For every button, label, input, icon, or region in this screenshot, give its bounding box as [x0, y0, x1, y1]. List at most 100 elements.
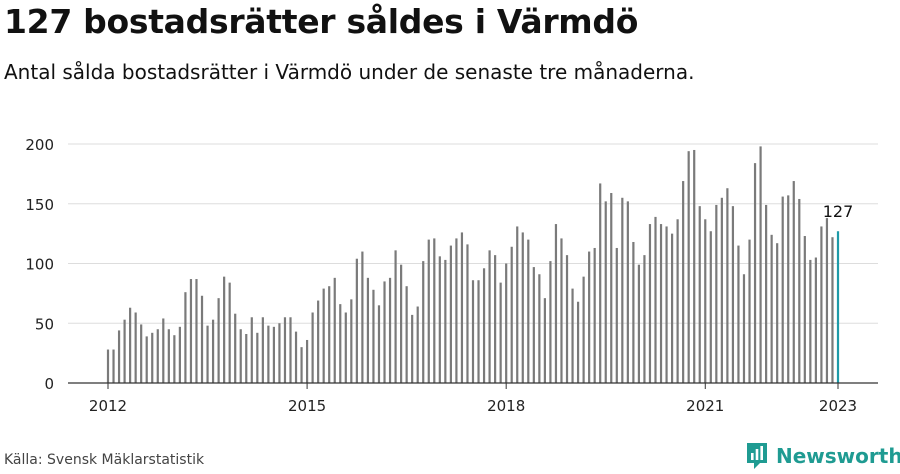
bar	[543, 298, 546, 383]
bar	[261, 317, 264, 383]
x-tick-label: 2023	[819, 397, 857, 415]
bar	[582, 276, 585, 383]
bar	[538, 274, 541, 383]
bar	[339, 304, 342, 383]
bar	[654, 216, 657, 383]
bar	[388, 277, 392, 383]
y-tick-label: 100	[25, 256, 54, 274]
bar	[599, 183, 602, 383]
bar	[427, 239, 430, 383]
bar	[422, 261, 425, 383]
bar	[532, 267, 535, 383]
bar	[676, 219, 679, 383]
x-tick-label: 2021	[686, 397, 724, 415]
bar	[294, 331, 298, 383]
bar	[488, 250, 491, 383]
bar	[731, 206, 735, 383]
bar	[571, 288, 574, 383]
bar	[687, 151, 690, 383]
bar	[145, 336, 148, 383]
bar	[820, 226, 823, 383]
bar	[748, 239, 751, 383]
bar	[499, 282, 502, 383]
bar	[173, 335, 176, 383]
bar	[162, 318, 165, 383]
bar	[637, 264, 641, 383]
x-tick-label: 2015	[288, 397, 326, 415]
bar	[416, 306, 419, 383]
newsworthy-logo: Newsworthy	[746, 441, 900, 471]
bar	[516, 226, 519, 383]
bar	[400, 264, 403, 383]
bar	[206, 325, 209, 383]
bar	[510, 246, 513, 383]
bar	[460, 232, 464, 383]
bar	[792, 181, 795, 383]
bar	[659, 224, 663, 383]
chart-subtitle: Antal sålda bostadsrätter i Värmdö under…	[4, 60, 695, 84]
bar	[411, 314, 414, 383]
bar	[803, 236, 806, 383]
bar	[355, 258, 358, 383]
x-tick-label: 2018	[487, 397, 525, 415]
bar	[129, 307, 132, 383]
bar	[117, 330, 121, 383]
bar	[621, 197, 624, 383]
bar	[405, 286, 408, 383]
bar	[444, 259, 447, 383]
bar-chart: 0 50 100 150 200 2012 2015 2018 2021 2023 127	[25, 136, 878, 415]
bar	[776, 243, 779, 383]
bar	[693, 149, 696, 383]
bar	[245, 334, 248, 383]
bar	[394, 250, 397, 383]
bar	[648, 224, 652, 383]
bar	[433, 238, 436, 383]
bar	[632, 241, 635, 383]
bar	[140, 324, 143, 383]
bar	[195, 279, 198, 383]
latest-value-label: 127	[823, 202, 854, 221]
bar	[123, 319, 126, 383]
bar	[112, 349, 115, 383]
bar	[704, 219, 707, 383]
bar	[317, 300, 320, 383]
bar	[643, 255, 646, 383]
bar	[825, 218, 829, 383]
bar	[289, 317, 292, 383]
bar	[184, 292, 187, 383]
bar	[344, 312, 347, 383]
bar	[471, 280, 475, 383]
y-tick-label: 50	[35, 315, 54, 333]
bar	[134, 312, 137, 383]
bar	[554, 224, 558, 383]
bar	[250, 317, 253, 383]
bar	[560, 238, 563, 383]
bar	[477, 280, 480, 383]
bar	[361, 251, 364, 383]
bar	[709, 231, 712, 383]
bar	[333, 277, 336, 383]
bar	[228, 282, 231, 383]
bar	[239, 329, 242, 383]
newsworthy-logo-icon	[747, 443, 767, 469]
bar	[576, 301, 580, 383]
bar	[565, 255, 569, 383]
bar	[765, 204, 768, 383]
bar	[626, 201, 629, 383]
bar	[305, 339, 309, 383]
brand-name: Newsworthy	[776, 444, 900, 468]
bar	[527, 239, 530, 383]
bar	[682, 181, 685, 383]
bar	[151, 332, 154, 383]
bar	[742, 274, 746, 383]
bar	[156, 329, 159, 383]
bar	[272, 326, 276, 383]
y-tick-label: 200	[25, 136, 54, 154]
bar	[167, 329, 170, 383]
chart-title: 127 bostadsrätter såldes i Värmdö	[4, 2, 639, 41]
y-tick-label: 0	[44, 375, 54, 393]
bar	[322, 288, 325, 383]
bar	[372, 289, 375, 383]
bar	[588, 251, 591, 383]
bar	[737, 245, 740, 383]
